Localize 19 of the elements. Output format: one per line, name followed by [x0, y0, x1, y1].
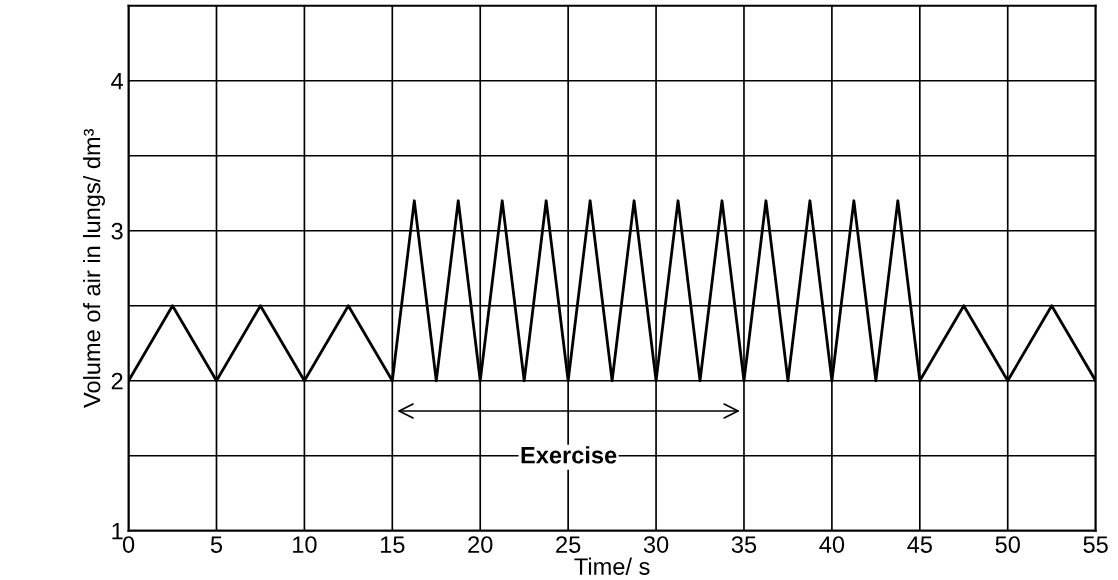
x-tick-label: 15 [380, 536, 405, 553]
x-tick-label: 30 [643, 536, 669, 553]
x-tick-label: 5 [210, 536, 223, 553]
y-tick-label: 1 [112, 523, 123, 540]
x-tick-label: 45 [907, 536, 932, 553]
x-tick-label: 50 [995, 536, 1020, 553]
x-tick-label: 55 [1083, 536, 1108, 553]
x-tick-label: 10 [293, 536, 317, 553]
x-tick-label: 0 [122, 536, 135, 553]
x-axis-title: Time/ s [574, 557, 650, 575]
x-tick-label: 35 [731, 536, 757, 553]
x-tick-label: 40 [819, 536, 845, 553]
y-axis-title: Volume of air in lungs/ dm³ [83, 128, 106, 408]
annotation: Exercise [521, 446, 617, 464]
y-tick-label: 3 [111, 222, 123, 240]
y-tick-label: 2 [111, 372, 123, 390]
y-tick-label: 4 [111, 73, 124, 90]
x-tick-label: 20 [468, 536, 493, 553]
x-tick-label: 25 [556, 536, 581, 553]
